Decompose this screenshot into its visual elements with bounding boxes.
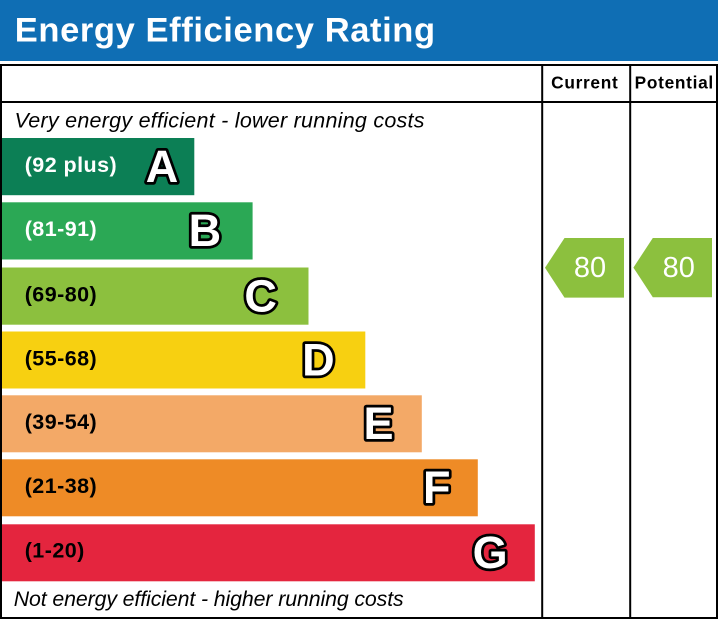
svg-text:80: 80: [574, 252, 606, 284]
svg-text:(92 plus): (92 plus): [25, 153, 117, 177]
svg-text:(55-68): (55-68): [25, 346, 97, 370]
svg-text:(69-80): (69-80): [25, 282, 97, 306]
svg-text:(39-54): (39-54): [25, 410, 97, 434]
svg-text:(1-20): (1-20): [25, 538, 85, 562]
svg-text:B: B: [189, 205, 222, 256]
svg-text:D: D: [302, 334, 335, 385]
svg-text:Current: Current: [551, 73, 618, 93]
svg-text:C: C: [244, 270, 277, 321]
svg-text:G: G: [473, 527, 508, 578]
svg-text:Very energy efficient - lower: Very energy efficient - lower running co…: [15, 108, 425, 132]
svg-text:A: A: [146, 141, 179, 192]
svg-text:Energy Efficiency Rating: Energy Efficiency Rating: [15, 12, 436, 50]
svg-text:(21-38): (21-38): [25, 474, 97, 498]
svg-text:(81-91): (81-91): [25, 217, 97, 241]
svg-text:80: 80: [663, 252, 695, 284]
svg-text:Not energy efficient - higher: Not energy efficient - higher running co…: [14, 587, 404, 611]
svg-text:F: F: [423, 462, 451, 513]
svg-text:Potential: Potential: [635, 73, 714, 93]
svg-text:E: E: [363, 398, 393, 449]
